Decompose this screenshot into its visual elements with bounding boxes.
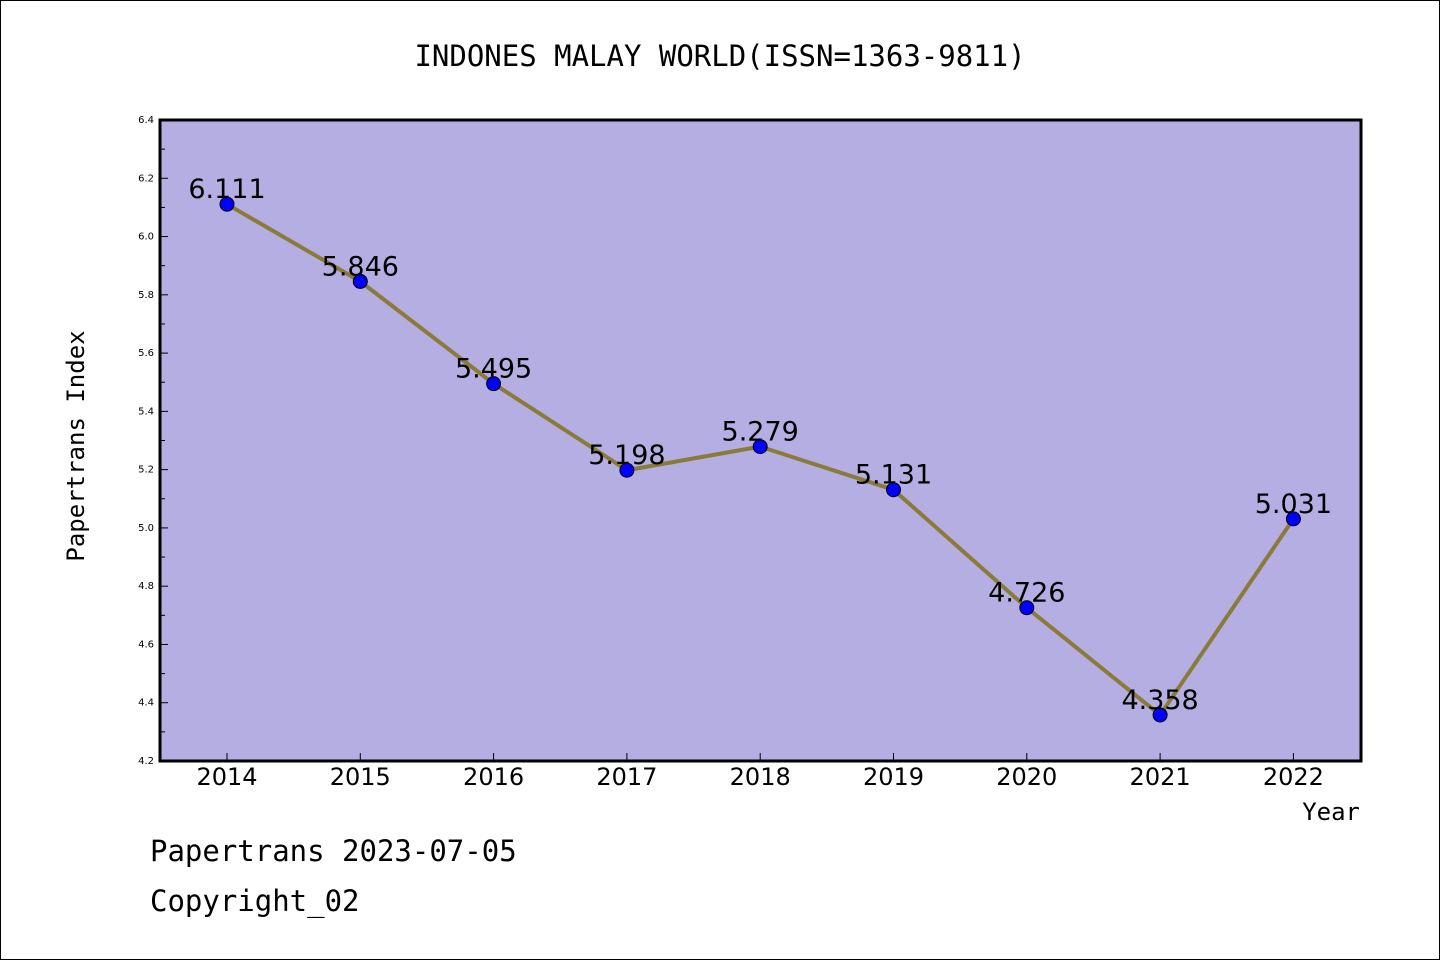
- x-tick-label: 2021: [1130, 763, 1191, 791]
- data-label: 5.131: [855, 460, 932, 491]
- y-tick-label: 4.4: [138, 698, 154, 709]
- y-tick-label: 5.6: [138, 348, 154, 359]
- data-point: [352, 273, 368, 289]
- x-tick-label: 2015: [330, 763, 391, 791]
- y-axis-label: Papertrans Index: [62, 330, 90, 561]
- x-axis: 2014 2015 2016 2017 2018 2019 2020 2021 2022: [196, 753, 1324, 791]
- data-label: 4.726: [988, 578, 1065, 609]
- data-labels: 6.111 5.846 5.495 5.198 5.279 5.131 4.726 4.358…: [188, 174, 1332, 716]
- x-tick-label: 2019: [863, 763, 924, 791]
- data-label: 5.495: [455, 354, 532, 385]
- y-tick-label: 4.2: [138, 756, 154, 767]
- x-tick-label: 2020: [996, 763, 1057, 791]
- y-tick-label: 5.4: [138, 406, 154, 417]
- y-tick-label: 5.0: [138, 523, 154, 534]
- y-tick-label: 6.2: [138, 173, 154, 184]
- y-tick-label: 4.8: [138, 581, 154, 592]
- x-axis-label: Year: [1302, 798, 1360, 826]
- y-axis: 4.2 4.4 4.6 4.8 5.0 5.2 5.4 5.6 5.8 6.0 6.2 6.4: [138, 115, 168, 767]
- data-point: [752, 439, 768, 455]
- y-tick-label: 6.0: [138, 232, 154, 243]
- data-label: 4.358: [1121, 685, 1198, 716]
- data-point: [1285, 511, 1301, 527]
- x-tick-label: 2017: [596, 763, 657, 791]
- chart-title: INDONES MALAY WORLD(ISSN=1363-9811): [414, 39, 1025, 73]
- data-label: 5.198: [588, 440, 665, 471]
- x-tick-label: 2018: [730, 763, 791, 791]
- footer-date-text: Papertrans 2023-07-05: [150, 834, 517, 868]
- x-tick-label: 2016: [463, 763, 524, 791]
- x-tick-label: 2022: [1263, 763, 1324, 791]
- data-label: 5.031: [1255, 489, 1332, 520]
- data-label: 6.111: [188, 174, 265, 205]
- data-point: [619, 462, 635, 478]
- y-tick-label: 5.2: [138, 465, 154, 476]
- y-tick-label: 5.8: [138, 290, 154, 301]
- data-point: [219, 196, 235, 212]
- y-tick-label: 4.6: [138, 639, 154, 650]
- data-point: [486, 376, 502, 392]
- data-label: 5.279: [722, 417, 799, 448]
- x-tick-label: 2014: [196, 763, 257, 791]
- data-point: [886, 482, 901, 498]
- data-point: [1019, 600, 1035, 616]
- y-tick-label: 6.4: [138, 115, 154, 126]
- data-point: [1152, 707, 1168, 723]
- data-label: 5.846: [322, 251, 399, 282]
- series: [219, 196, 1301, 723]
- footer-copyright-text: Copyright_02: [150, 884, 360, 918]
